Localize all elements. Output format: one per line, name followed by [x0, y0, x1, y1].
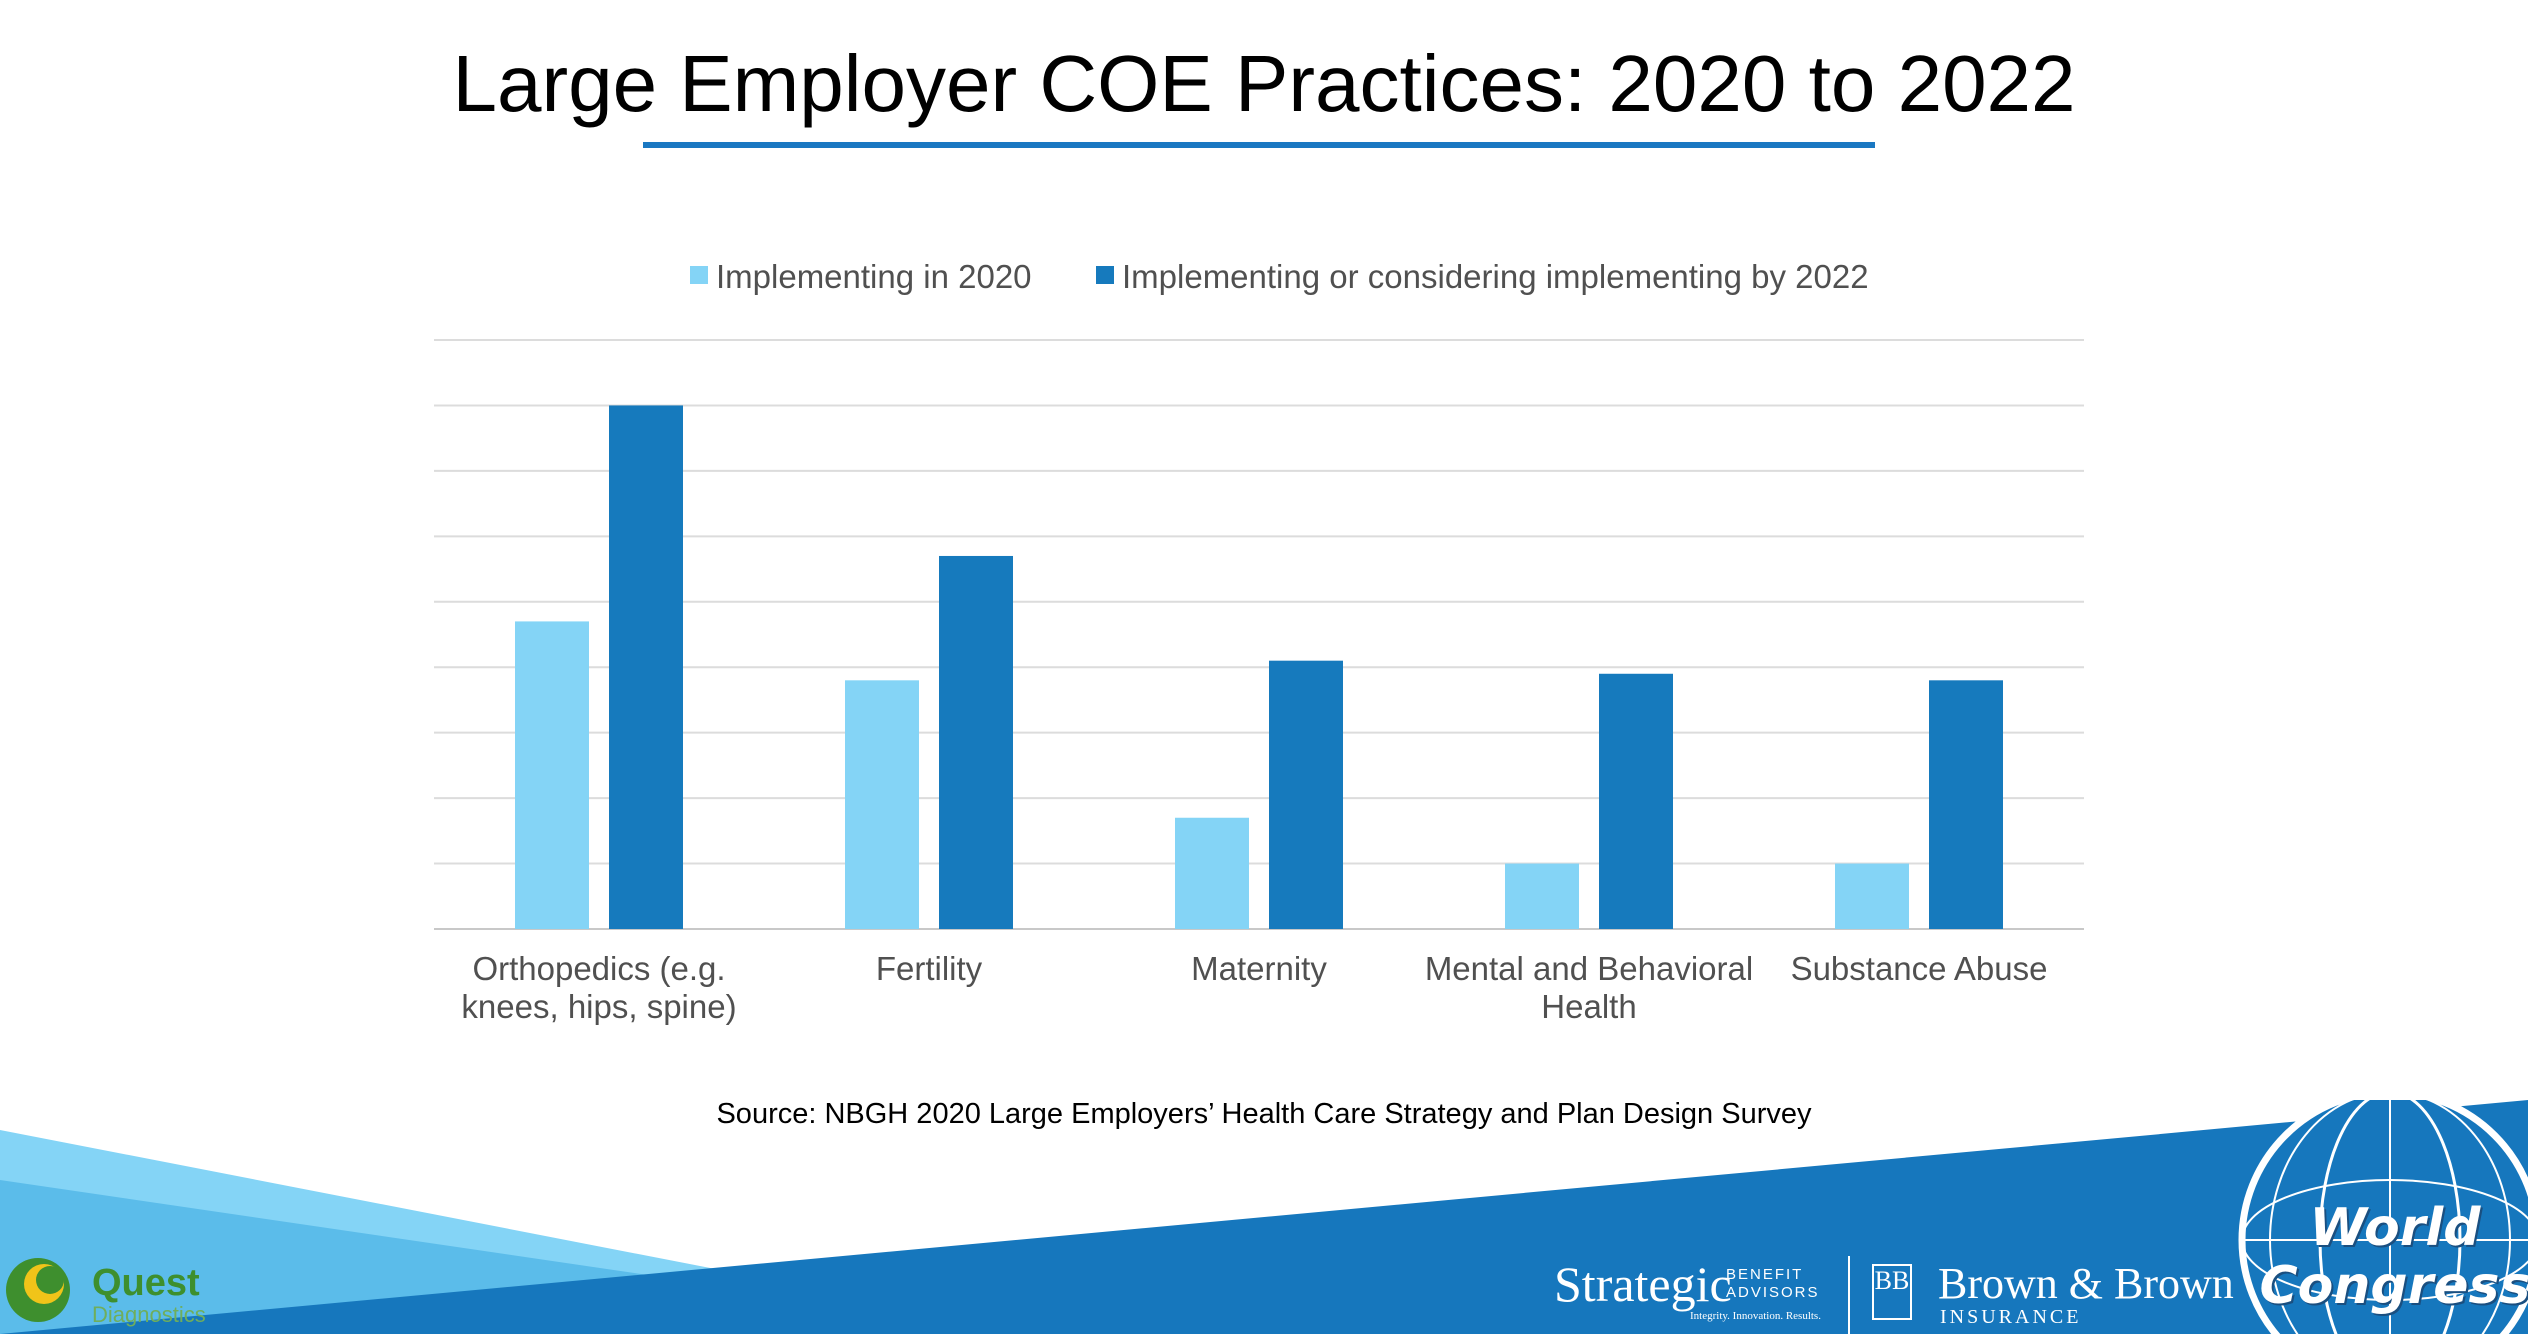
- x-tick-label: Substance Abuse: [1791, 950, 2048, 987]
- legend-swatch: [690, 266, 708, 284]
- legend-label: Implementing or considering implementing…: [1122, 258, 1869, 295]
- bar-implementing-by-2022-1: [939, 555, 1013, 929]
- sba-logo-main: Strategic: [1554, 1256, 1732, 1312]
- logo-divider: [1848, 1256, 1850, 1334]
- bar-implementing-by-2022-3: [1599, 673, 1673, 929]
- page-title: Large Employer COE Practices: 2020 to 20…: [452, 39, 2076, 128]
- bar-implementing-2020-4: [1835, 863, 1909, 929]
- quest-logo-sub: Diagnostics: [92, 1302, 206, 1327]
- wc-logo-line1: World: [2309, 1198, 2481, 1258]
- footer-band: [0, 1100, 2528, 1334]
- x-tick-label: Mental and Behavioral: [1425, 950, 1753, 987]
- x-tick-labels: Orthopedics (e.g.knees, hips, spine) Fert…: [461, 950, 2047, 1025]
- bb-logo-mark: BB: [1872, 1264, 1912, 1320]
- bars: [515, 405, 2003, 929]
- bb-logo-sub: INSURANCE: [1940, 1306, 2082, 1328]
- world-congress-globe: [2238, 1100, 2528, 1334]
- legend-label: Implementing in 2020: [716, 258, 1032, 295]
- bar-implementing-2020-0: [515, 621, 589, 929]
- quest-logo-name: Quest: [92, 1262, 200, 1304]
- bar-implementing-2020-3: [1505, 863, 1579, 929]
- gridlines: [434, 339, 2084, 930]
- x-tick-label: Orthopedics (e.g.: [472, 950, 725, 987]
- bar-implementing-by-2022-4: [1929, 680, 2003, 929]
- x-tick-label: Maternity: [1191, 950, 1327, 987]
- source-note: Source: NBGH 2020 Large Employers’ Healt…: [716, 1098, 1812, 1130]
- bar-implementing-by-2022-0: [609, 405, 683, 929]
- sba-logo-sub: BENEFIT ADVISORS: [1726, 1266, 1820, 1301]
- bar-implementing-2020-1: [845, 680, 919, 929]
- x-tick-label: Fertility: [876, 950, 983, 987]
- wc-logo-line2: Congress: [2259, 1256, 2528, 1316]
- bar-implementing-by-2022-2: [1269, 660, 1343, 929]
- x-tick-label: Health: [1541, 988, 1636, 1025]
- sba-logo-tagline: Integrity. Innovation. Results.: [1690, 1310, 1821, 1322]
- x-tick-label: knees, hips, spine): [461, 988, 736, 1025]
- legend-swatch: [1096, 266, 1114, 284]
- bar-chart: Orthopedics (e.g.knees, hips, spine) Fert…: [434, 258, 2084, 1025]
- legend: Implementing in 2020 Implementing or cons…: [690, 258, 1869, 295]
- title-underline: [643, 142, 1875, 148]
- bar-implementing-2020-2: [1175, 817, 1249, 929]
- bb-logo-main: Brown & Brown: [1938, 1259, 2234, 1308]
- quest-logo-mark: [6, 1258, 70, 1322]
